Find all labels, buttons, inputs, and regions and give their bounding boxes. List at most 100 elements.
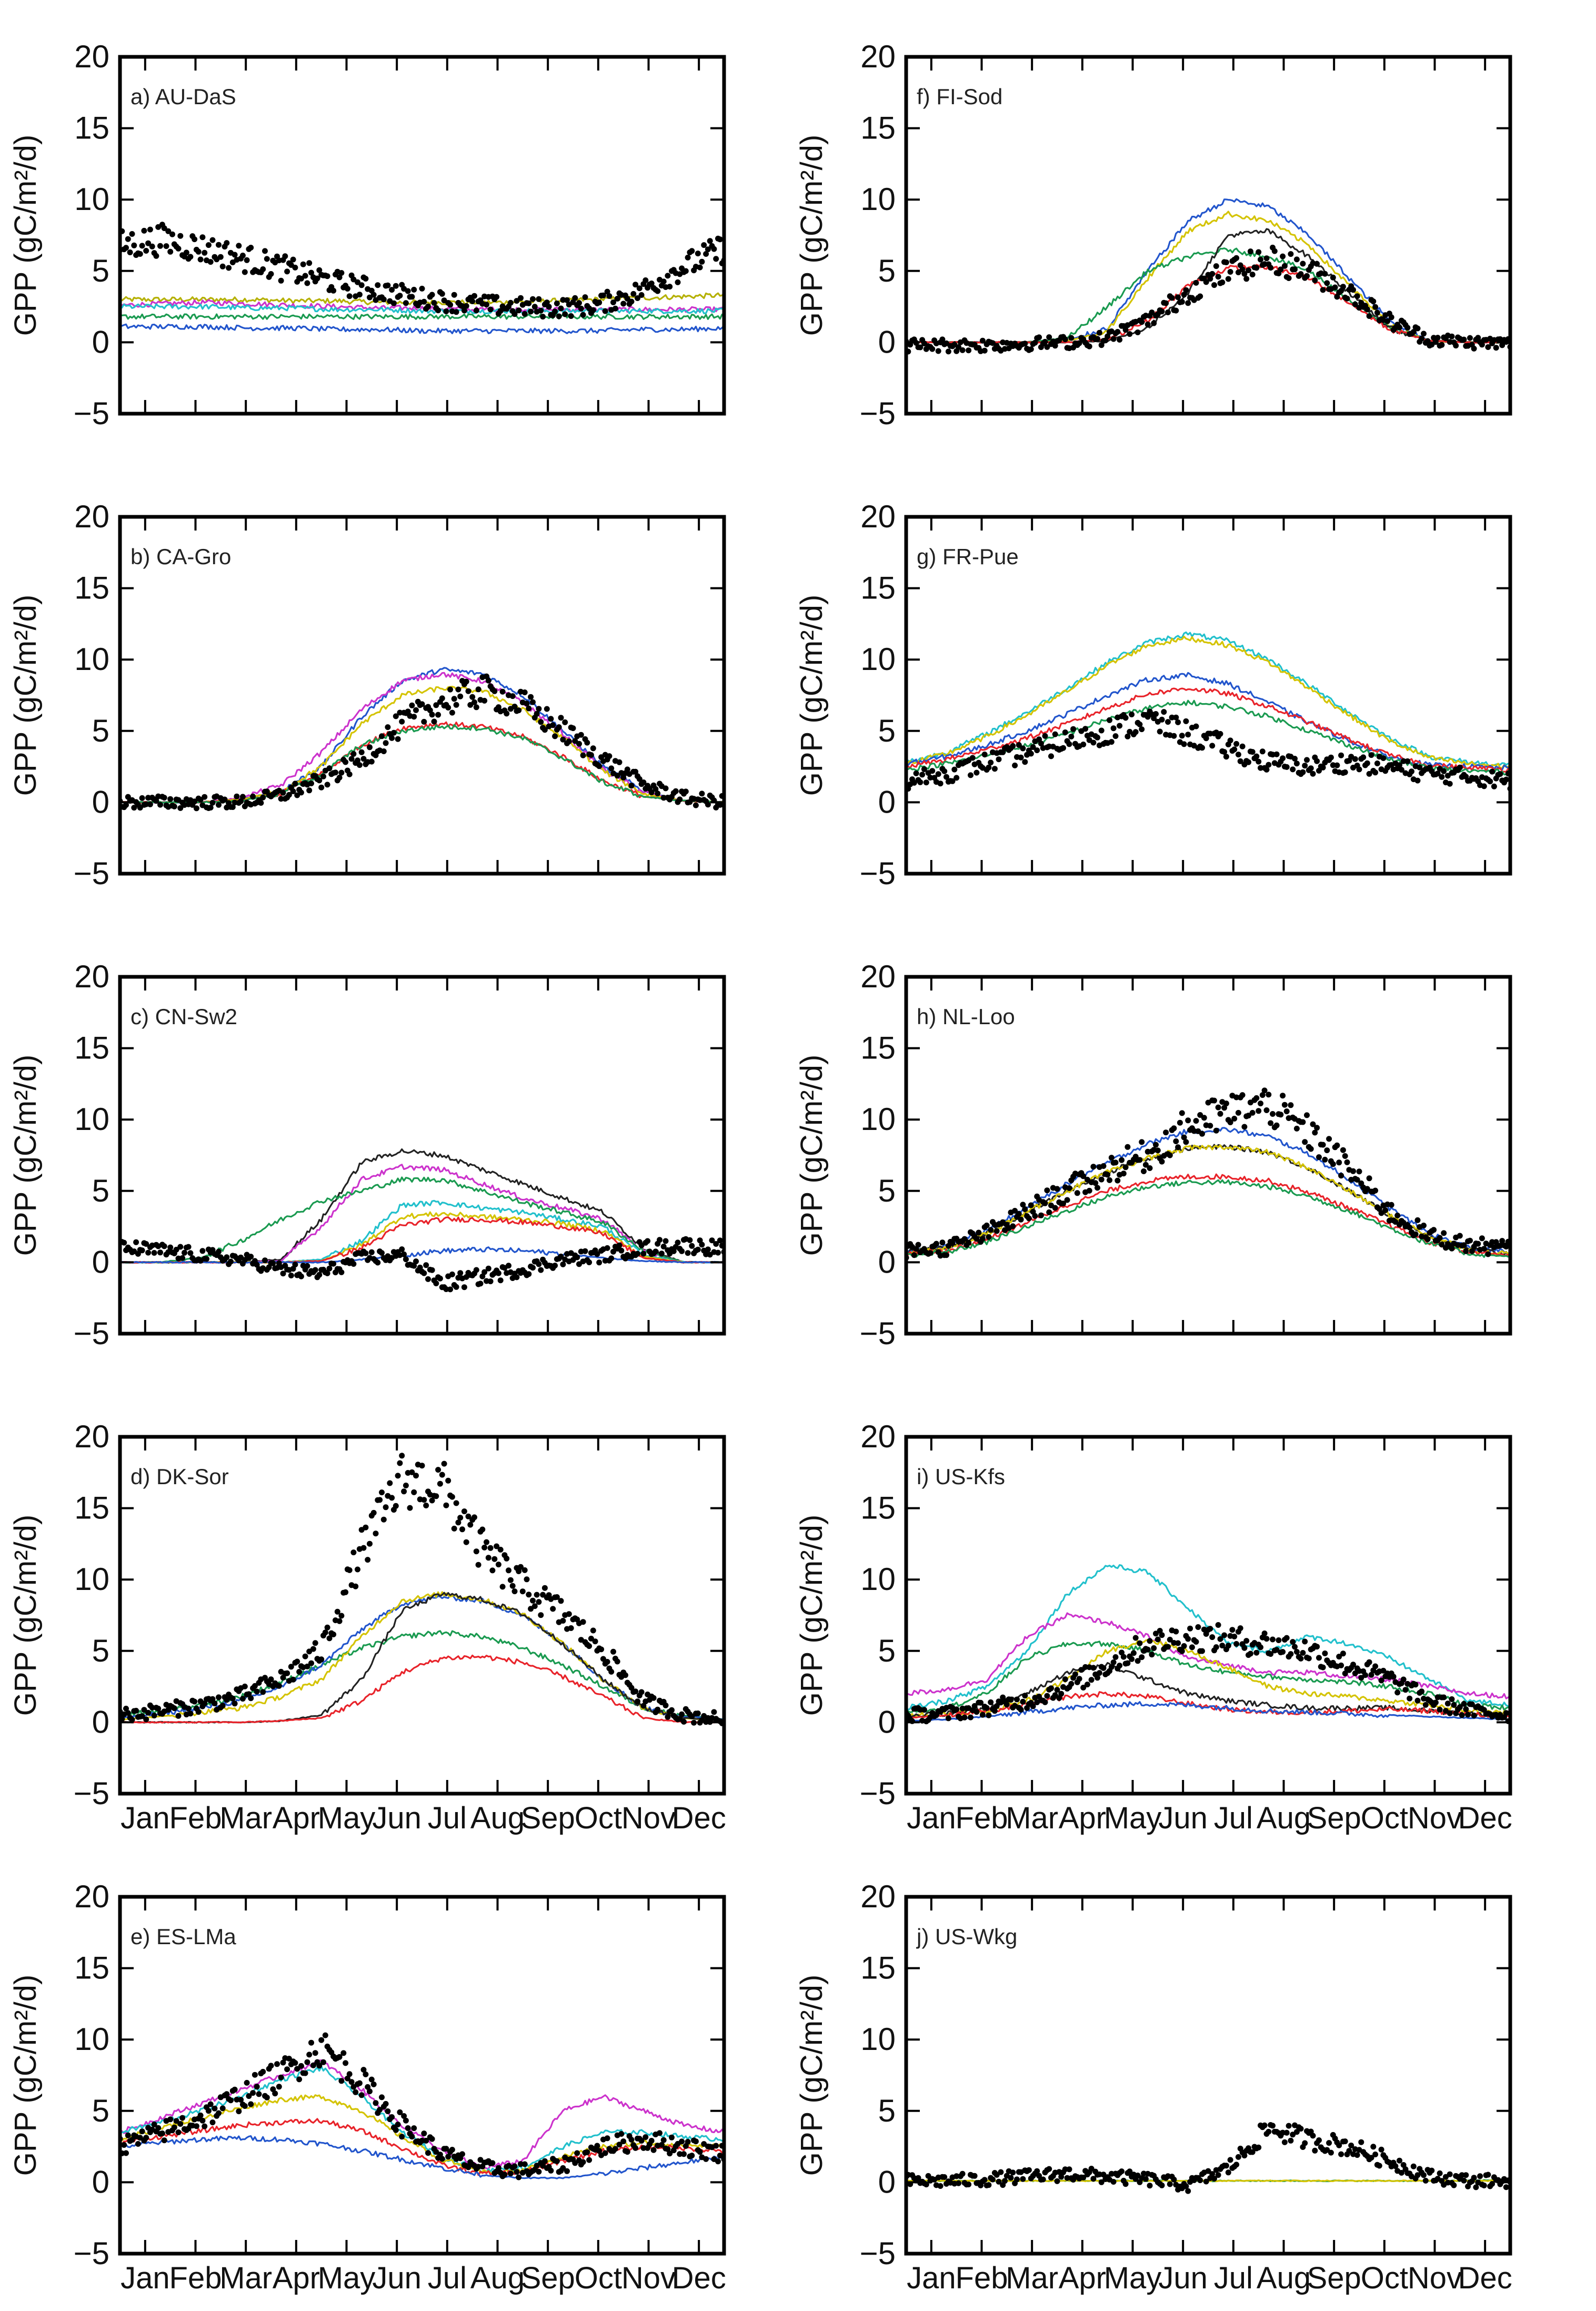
observed-point xyxy=(1175,294,1181,301)
observed-point xyxy=(302,2070,308,2076)
observed-point xyxy=(389,1495,395,1501)
observed-point xyxy=(1221,749,1228,755)
y-tick-label: −5 xyxy=(860,856,896,891)
observed-point xyxy=(1233,741,1240,747)
observed-point xyxy=(353,2089,359,2095)
observed-point xyxy=(552,733,558,739)
observed-point xyxy=(356,292,363,298)
observed-point xyxy=(1040,2176,1046,2183)
month-label-jun: Jun xyxy=(372,2261,421,2295)
observed-point xyxy=(346,2071,353,2077)
observed-point xyxy=(616,759,623,765)
y-axis-title: GPP (gC/m²/d) xyxy=(8,595,43,796)
y-axis-title: GPP (gC/m²/d) xyxy=(8,1975,43,2176)
observed-point xyxy=(1412,1231,1419,1237)
observed-point xyxy=(596,1259,603,1266)
observed-point xyxy=(1477,2173,1483,2179)
observed-point xyxy=(1227,737,1233,744)
observed-point xyxy=(1058,2174,1065,2180)
observed-point xyxy=(1397,762,1402,768)
observed-point xyxy=(1263,766,1270,773)
observed-point xyxy=(518,2161,524,2167)
observed-point xyxy=(1173,714,1179,721)
observed-point xyxy=(171,1705,177,1712)
observed-point xyxy=(1348,2143,1354,2148)
observed-point xyxy=(437,1480,443,1487)
observed-point xyxy=(1366,313,1372,319)
observed-point xyxy=(1360,754,1367,761)
observed-point xyxy=(425,1276,431,1282)
observed-point xyxy=(1239,266,1246,273)
observed-point xyxy=(713,256,719,262)
observed-point xyxy=(1066,2166,1072,2173)
y-tick-label: 5 xyxy=(878,253,896,288)
observed-point xyxy=(338,1269,345,1275)
observed-point xyxy=(1227,2157,1233,2163)
observed-point xyxy=(399,1453,405,1459)
observed-point xyxy=(953,1706,960,1713)
observed-point xyxy=(393,1503,399,1509)
observed-point xyxy=(449,1271,455,1277)
observed-point xyxy=(608,1255,615,1262)
observed-point xyxy=(1249,749,1256,755)
observed-point xyxy=(1398,767,1404,773)
observed-point xyxy=(1169,295,1175,301)
observed-point xyxy=(187,1710,194,1717)
observed-point xyxy=(584,739,590,746)
observed-point xyxy=(1422,2177,1429,2184)
observed-point xyxy=(679,2138,685,2145)
observed-point xyxy=(467,1522,474,1528)
observed-point xyxy=(346,771,353,777)
observed-point xyxy=(1410,2163,1417,2169)
observed-point xyxy=(280,2059,286,2066)
observed-point xyxy=(131,805,137,811)
observed-point xyxy=(344,286,350,292)
observed-point xyxy=(507,299,514,306)
observed-point xyxy=(461,307,467,314)
observed-point xyxy=(971,1703,978,1709)
observed-point xyxy=(638,1689,645,1695)
observed-point xyxy=(1503,1244,1509,1250)
y-tick-label: 15 xyxy=(74,1031,109,1066)
observed-point xyxy=(390,300,397,306)
observed-point xyxy=(421,298,427,305)
month-label-may: May xyxy=(318,2261,376,2295)
observed-point xyxy=(578,305,584,312)
observed-point xyxy=(1370,2144,1377,2150)
observed-point xyxy=(1064,1197,1070,1203)
observed-point xyxy=(1288,251,1294,257)
observed-point xyxy=(703,2156,709,2162)
observed-point xyxy=(509,1583,516,1589)
observed-point xyxy=(687,1237,693,1243)
observed-point xyxy=(580,2159,586,2165)
observed-point xyxy=(484,302,489,308)
observed-point xyxy=(286,792,292,798)
observed-point xyxy=(1241,271,1248,277)
observed-point xyxy=(504,1555,510,1562)
observed-point xyxy=(1247,1650,1253,1657)
observed-point xyxy=(1137,1157,1143,1163)
observed-point xyxy=(590,307,596,313)
observed-point xyxy=(1201,1115,1207,1121)
observed-point xyxy=(1346,2148,1352,2154)
observed-point xyxy=(1235,1109,1241,1116)
observed-point xyxy=(1278,1112,1284,1118)
observed-point xyxy=(1259,1092,1266,1098)
observed-point xyxy=(986,1234,992,1240)
month-label-jan: Jan xyxy=(907,1801,956,1835)
observed-point xyxy=(540,314,546,320)
panel-title: e) ES-LMa xyxy=(131,1924,236,1949)
observed-point xyxy=(715,1249,721,1256)
observed-point xyxy=(439,695,445,702)
observed-point xyxy=(1451,1702,1457,1708)
y-tick-label: 15 xyxy=(860,111,896,146)
observed-point xyxy=(1090,739,1097,746)
month-label-nov: Nov xyxy=(1408,2261,1462,2295)
observed-point xyxy=(1314,1644,1320,1650)
observed-point xyxy=(1095,1675,1100,1681)
observed-point xyxy=(304,280,310,286)
observed-point xyxy=(1012,762,1018,768)
observed-point xyxy=(465,1513,471,1519)
observed-point xyxy=(1225,2169,1231,2176)
month-label-jan: Jan xyxy=(907,2261,956,2295)
